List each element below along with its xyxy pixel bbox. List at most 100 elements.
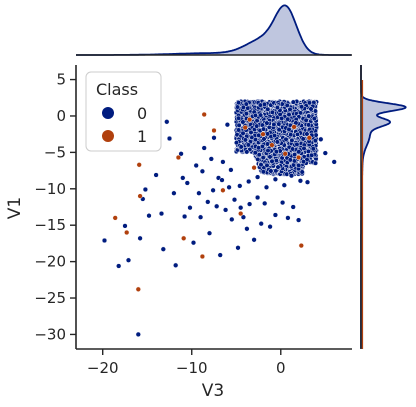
scatter-point-class-1 bbox=[246, 116, 253, 123]
scatter-point-class-0 bbox=[184, 180, 190, 186]
scatter-point-class-0 bbox=[137, 235, 143, 241]
x-tick-label: 0 bbox=[276, 359, 286, 377]
cluster-point bbox=[256, 145, 262, 151]
scatter-point-class-1 bbox=[260, 131, 266, 137]
cluster-point bbox=[240, 119, 246, 125]
scatter-point-class-1 bbox=[137, 193, 143, 199]
cluster-point bbox=[303, 117, 309, 123]
scatter-point-class-0 bbox=[251, 237, 257, 243]
scatter-point-class-0 bbox=[318, 136, 324, 142]
cluster-point bbox=[286, 112, 292, 118]
cluster-point bbox=[243, 111, 249, 117]
top-marginal-kde-line bbox=[76, 4, 352, 56]
scatter-point-class-0 bbox=[222, 207, 229, 213]
scatter-point-class-0 bbox=[331, 159, 337, 165]
cluster-point bbox=[252, 150, 258, 156]
cluster-point bbox=[292, 152, 298, 158]
top-marginal-kde bbox=[76, 4, 352, 56]
scatter-point-class-0 bbox=[322, 150, 328, 156]
scatter-point-class-0 bbox=[146, 213, 152, 219]
scatter-point-class-1 bbox=[201, 111, 207, 118]
scatter-point-class-0 bbox=[258, 221, 264, 227]
cluster-point bbox=[265, 131, 271, 137]
cluster-point bbox=[289, 137, 295, 143]
cluster-point bbox=[245, 142, 251, 148]
scatter-point-class-1 bbox=[295, 154, 302, 161]
scatter-point-class-0 bbox=[254, 194, 261, 201]
cluster-point bbox=[242, 137, 248, 143]
scatter-point-class-1 bbox=[124, 229, 130, 236]
scatter-point-class-0 bbox=[197, 214, 204, 220]
cluster-point bbox=[296, 149, 302, 155]
scatter-point-class-1 bbox=[238, 210, 244, 217]
cluster-point bbox=[269, 109, 275, 115]
x-axis: −20 −10 0 V3 bbox=[76, 348, 352, 401]
scatter-point-class-0 bbox=[295, 217, 302, 223]
cluster-point bbox=[260, 169, 266, 175]
cluster-point bbox=[243, 101, 249, 107]
cluster-point bbox=[290, 99, 296, 105]
cluster-point bbox=[290, 146, 296, 152]
cluster-point bbox=[264, 162, 270, 168]
scatter-point-class-0 bbox=[267, 224, 273, 230]
scatter-point-class-0 bbox=[263, 184, 270, 190]
scatter-point-class-1 bbox=[136, 162, 142, 168]
scatter-point-class-1 bbox=[251, 165, 257, 171]
cluster-point bbox=[271, 121, 277, 128]
scatter-point-class-0 bbox=[244, 226, 250, 232]
cluster-point bbox=[305, 148, 311, 154]
scatter-point-class-0 bbox=[142, 186, 149, 193]
cluster-point bbox=[300, 136, 306, 142]
scatter-point-class-0 bbox=[158, 210, 165, 217]
y-tick-label: −25 bbox=[34, 289, 66, 307]
y-axis-title: V1 bbox=[5, 197, 25, 219]
scatter-point-class-0 bbox=[206, 230, 213, 236]
cluster-point bbox=[312, 160, 319, 166]
scatter-point-class-1 bbox=[211, 127, 217, 134]
scatter-point-class-1 bbox=[199, 253, 206, 260]
legend-marker-class-1 bbox=[102, 130, 114, 142]
cluster-point bbox=[240, 104, 246, 110]
scatter-point-class-0 bbox=[193, 162, 199, 169]
scatter-point-class-0 bbox=[228, 167, 234, 173]
scatter-point-class-1 bbox=[298, 242, 304, 249]
scatter-point-class-0 bbox=[304, 179, 311, 185]
scatter-point-class-0 bbox=[224, 122, 231, 128]
scatter-point-class-0 bbox=[219, 177, 225, 183]
cluster-point bbox=[264, 141, 271, 147]
scatter-point-class-0 bbox=[231, 197, 238, 203]
scatter-point-class-0 bbox=[211, 135, 217, 141]
scatter-point-class-0 bbox=[180, 175, 186, 181]
cluster-point bbox=[291, 162, 297, 168]
cluster-point bbox=[267, 154, 273, 160]
legend-label-class-0: 0 bbox=[137, 104, 147, 123]
cluster-point bbox=[299, 169, 305, 175]
cluster-point bbox=[273, 149, 279, 155]
scatter-point-class-0 bbox=[153, 172, 159, 178]
cluster-point bbox=[284, 102, 290, 108]
cluster-point bbox=[233, 140, 240, 146]
scatter-point-class-0 bbox=[199, 168, 206, 174]
cluster-point bbox=[285, 116, 291, 122]
scatter-point-class-1 bbox=[112, 215, 118, 221]
scatter-point-class-0 bbox=[181, 213, 188, 220]
scatter-point-class-0 bbox=[235, 245, 241, 251]
y-tick-label: −30 bbox=[34, 325, 66, 343]
scatter-point-class-0 bbox=[205, 199, 211, 205]
scatter-point-class-0 bbox=[229, 216, 235, 223]
scatter-point-class-0 bbox=[272, 212, 279, 218]
scatter-point-class-1 bbox=[291, 124, 297, 130]
right-marginal-kde bbox=[360, 65, 407, 349]
cluster-point bbox=[306, 122, 312, 128]
scatter-point-class-0 bbox=[288, 173, 295, 179]
scatter-point-class-0 bbox=[190, 240, 197, 246]
scatter-point-class-0 bbox=[254, 174, 261, 180]
cluster-point bbox=[274, 139, 280, 145]
legend: Class 0 1 bbox=[85, 71, 162, 152]
top-marginal-kde-area bbox=[76, 5, 352, 55]
scatter-point-class-0 bbox=[226, 184, 232, 190]
legend-title: Class bbox=[96, 80, 138, 99]
cluster-point bbox=[258, 162, 264, 168]
cluster-point bbox=[308, 106, 314, 112]
cluster-point bbox=[273, 157, 279, 164]
